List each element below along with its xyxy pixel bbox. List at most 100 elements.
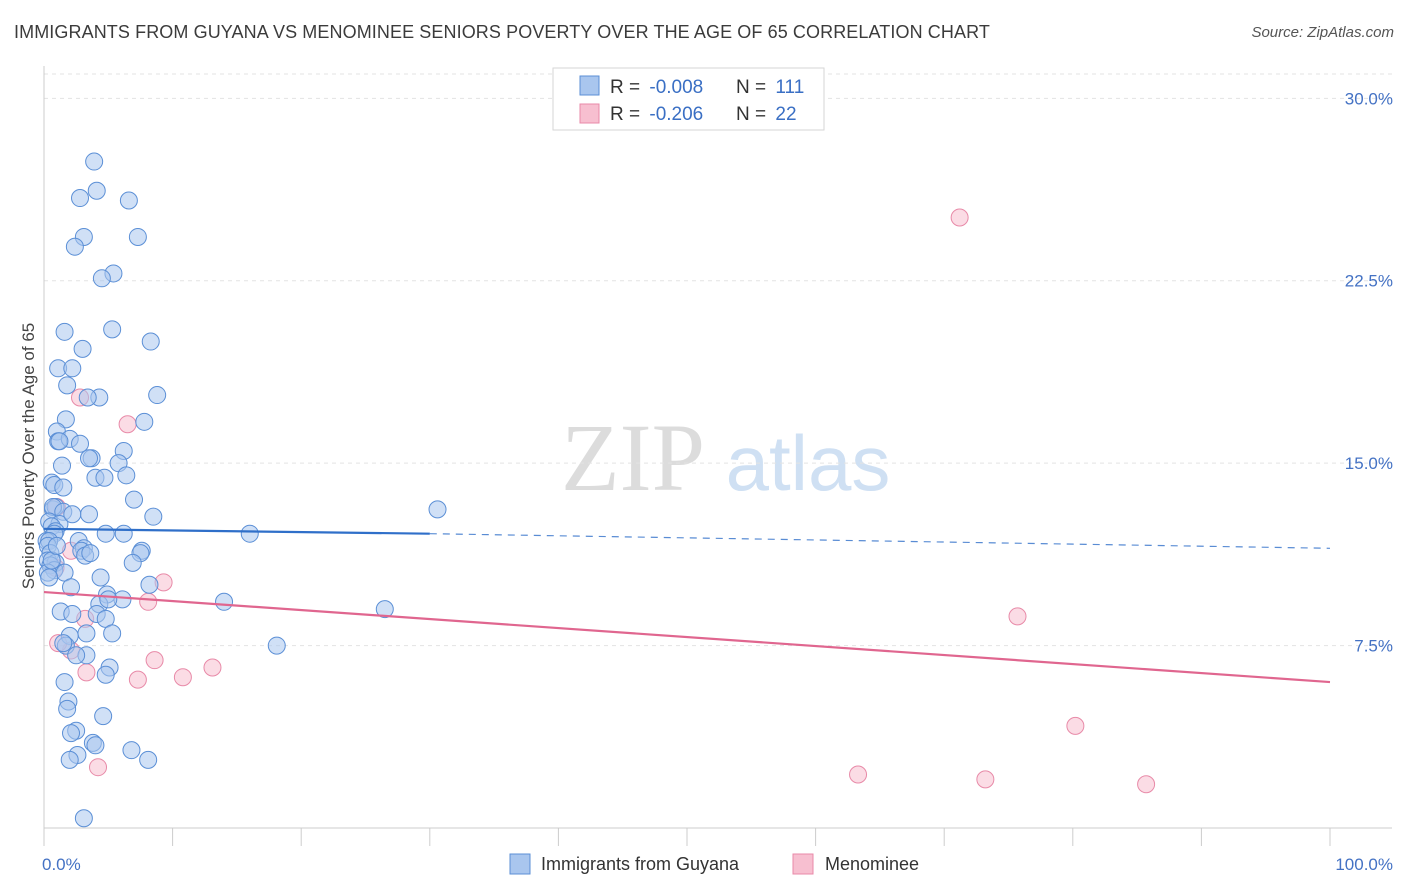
guyana-point-47 bbox=[114, 524, 133, 543]
svg-text:R = -0.008: R = -0.008 bbox=[610, 77, 703, 98]
guyana-point-96 bbox=[122, 741, 141, 760]
menominee-point-16 bbox=[128, 670, 147, 689]
guyana-point-0 bbox=[85, 152, 104, 171]
legend-r-label-1: R = bbox=[610, 77, 645, 98]
guyana-point-27 bbox=[80, 449, 99, 468]
guyana-point-107 bbox=[99, 590, 118, 609]
guyana-point-83 bbox=[54, 634, 73, 653]
legend-n-value-1: 111 bbox=[775, 77, 804, 98]
guyana-point-10 bbox=[103, 320, 122, 339]
menominee-point-18 bbox=[89, 758, 108, 777]
menominee-point-21 bbox=[1137, 775, 1156, 794]
menominee-trend-line bbox=[43, 590, 1331, 684]
trend-lines bbox=[43, 527, 1331, 684]
bottom-swatch-guyana bbox=[509, 853, 531, 875]
axes bbox=[43, 66, 1392, 846]
guyana-point-76 bbox=[63, 604, 82, 623]
correlation-legend: R = -0.008 N = 111 R = -0.206 N = 22 bbox=[552, 67, 825, 131]
guyana-point-20 bbox=[135, 412, 154, 431]
guyana-point-67 bbox=[140, 575, 159, 594]
menominee-point-17 bbox=[1066, 716, 1085, 735]
guyana-trend-extension bbox=[429, 533, 1331, 549]
menominee-point-2 bbox=[118, 415, 137, 434]
guyana-point-72 bbox=[215, 592, 234, 611]
guyana-point-73 bbox=[375, 600, 394, 619]
gridlines bbox=[44, 73, 1392, 647]
guyana-point-41 bbox=[144, 507, 163, 526]
guyana-point-5 bbox=[128, 227, 147, 246]
y-tick-labels: 7.5% 15.0% 22.5% 30.0% bbox=[1345, 89, 1393, 655]
menominee-point-15 bbox=[173, 668, 192, 687]
legend-swatch-guyana bbox=[579, 75, 600, 96]
guyana-point-85 bbox=[67, 646, 86, 665]
guyana-point-15 bbox=[58, 376, 77, 395]
guyana-point-17 bbox=[148, 386, 167, 405]
guyana-point-93 bbox=[62, 724, 81, 743]
guyana-point-3 bbox=[119, 191, 138, 210]
chart-title: IMMIGRANTS FROM GUYANA VS MENOMINEE SENI… bbox=[14, 22, 990, 42]
menominee-point-7 bbox=[139, 592, 158, 611]
guyana-point-80 bbox=[103, 624, 122, 643]
guyana-point-105 bbox=[63, 505, 82, 524]
guyana-point-35 bbox=[54, 478, 73, 497]
guyana-point-11 bbox=[141, 332, 160, 351]
guyana-point-102 bbox=[40, 568, 59, 587]
legend-r-value-1: -0.008 bbox=[649, 77, 703, 98]
guyana-point-9 bbox=[55, 322, 74, 341]
svg-text:N = 111: N = 111 bbox=[736, 77, 804, 98]
menominee-point-0 bbox=[950, 208, 969, 227]
guyana-point-100 bbox=[74, 809, 93, 828]
guyana-point-32 bbox=[117, 466, 136, 485]
guyana-point-110 bbox=[123, 553, 142, 572]
x-tick-label-max: 100.0% bbox=[1335, 855, 1393, 874]
y-tick-label-1: 15.0% bbox=[1345, 454, 1393, 473]
guyana-point-88 bbox=[55, 673, 74, 692]
guyana-point-14 bbox=[63, 359, 82, 378]
chart-source: Source: ZipAtlas.com bbox=[1251, 24, 1394, 41]
guyana-point-12 bbox=[73, 339, 92, 358]
bottom-legend-guyana: Immigrants from Guyana bbox=[541, 854, 740, 874]
guyana-point-66 bbox=[91, 568, 110, 587]
guyana-point-91 bbox=[94, 707, 113, 726]
guyana-point-49 bbox=[240, 524, 259, 543]
guyana-point-81 bbox=[267, 636, 286, 655]
x-tick-labels: 0.0% 100.0% bbox=[42, 855, 1393, 874]
guyana-points bbox=[37, 152, 447, 828]
guyana-point-90 bbox=[58, 699, 77, 718]
guyana-point-24 bbox=[50, 432, 69, 451]
legend-n-label-1: N = bbox=[736, 77, 771, 98]
menominee-point-8 bbox=[1008, 607, 1027, 626]
guyana-point-78 bbox=[77, 624, 96, 643]
guyana-point-95 bbox=[86, 736, 105, 755]
guyana-point-108 bbox=[125, 490, 144, 509]
legend-r-label-2: R = bbox=[610, 104, 645, 125]
guyana-point-40 bbox=[80, 505, 99, 524]
y-axis-label: Seniors Poverty Over the Age of 65 bbox=[19, 323, 38, 589]
menominee-point-12 bbox=[145, 651, 164, 670]
legend-r-value-2: -0.206 bbox=[649, 104, 703, 125]
menominee-point-20 bbox=[976, 770, 995, 789]
guyana-point-19 bbox=[56, 410, 75, 429]
guyana-point-2 bbox=[71, 189, 90, 208]
guyana-point-29 bbox=[53, 456, 72, 475]
guyana-point-106 bbox=[81, 544, 100, 563]
bottom-legend-menominee: Menominee bbox=[825, 854, 919, 874]
menominee-point-19 bbox=[849, 765, 868, 784]
menominee-point-13 bbox=[203, 658, 222, 677]
menominee-point-14 bbox=[77, 663, 96, 682]
guyana-point-8 bbox=[92, 269, 111, 288]
svg-text:N = 22: N = 22 bbox=[736, 104, 797, 125]
guyana-point-87 bbox=[96, 665, 115, 684]
legend-swatch-menominee bbox=[579, 103, 600, 124]
guyana-point-98 bbox=[60, 750, 79, 769]
guyana-point-101 bbox=[428, 500, 447, 519]
guyana-point-109 bbox=[71, 434, 90, 453]
guyana-trend-line bbox=[43, 527, 430, 535]
guyana-point-68 bbox=[62, 578, 81, 597]
guyana-point-18 bbox=[78, 388, 97, 407]
guyana-point-1 bbox=[87, 181, 106, 200]
guyana-point-6 bbox=[65, 237, 84, 256]
watermark-zip: ZIP bbox=[561, 404, 705, 511]
svg-text:R = -0.206: R = -0.206 bbox=[610, 104, 703, 125]
y-tick-label-0: 7.5% bbox=[1354, 637, 1393, 656]
